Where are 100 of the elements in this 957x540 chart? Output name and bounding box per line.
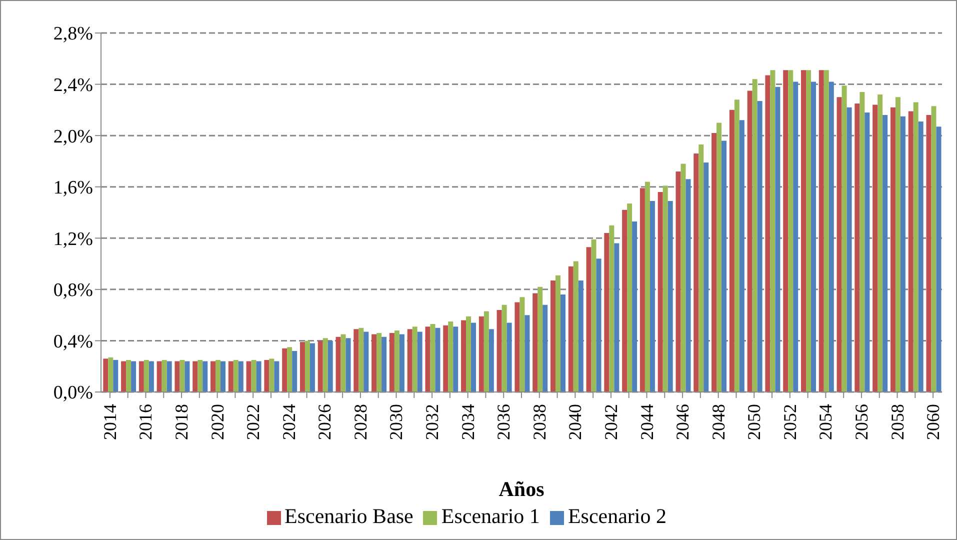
bar — [340, 334, 346, 392]
x-tick-label: 2050 — [744, 404, 764, 440]
bar — [478, 316, 484, 392]
legend-label: Escenario Base — [284, 504, 414, 528]
bar — [354, 329, 359, 392]
bar — [488, 329, 494, 392]
bar — [627, 204, 632, 392]
bar — [846, 107, 852, 392]
y-tick-label: 0,4% — [53, 331, 94, 352]
x-tick-label: 2020 — [207, 404, 228, 440]
bar — [542, 304, 548, 392]
bar — [358, 328, 364, 392]
legend-label: Escenario 1 — [441, 504, 540, 528]
bar — [144, 360, 149, 392]
bar — [836, 97, 842, 392]
bar — [417, 332, 422, 392]
bar — [729, 110, 734, 392]
bar — [818, 70, 824, 392]
bar — [514, 302, 520, 392]
bar — [662, 186, 668, 392]
x-tick-label: 2034 — [458, 404, 478, 440]
bar — [842, 86, 847, 392]
bar — [668, 200, 673, 392]
bar — [882, 115, 888, 392]
bar — [520, 297, 525, 392]
bar — [162, 360, 167, 392]
bar — [632, 221, 638, 392]
bar — [811, 82, 816, 392]
bar — [180, 360, 185, 392]
bar — [264, 360, 270, 392]
y-tick-label: 2,4% — [53, 75, 94, 96]
bar — [443, 325, 448, 392]
bar — [573, 261, 578, 392]
bar — [686, 179, 691, 392]
bar — [430, 324, 436, 392]
bar — [931, 106, 936, 392]
bar — [453, 326, 458, 392]
bar — [108, 357, 114, 392]
bar — [210, 361, 216, 392]
bar — [908, 111, 914, 392]
bar — [304, 340, 310, 392]
bar — [202, 361, 208, 392]
bar — [269, 358, 274, 392]
bar — [752, 79, 758, 392]
bar — [591, 239, 596, 392]
bar — [233, 360, 238, 392]
bar — [126, 360, 132, 392]
bar — [496, 310, 502, 392]
bar — [292, 350, 298, 392]
bar — [704, 162, 709, 392]
bar — [328, 340, 333, 392]
x-tick-label: 2054 — [816, 404, 836, 440]
bar — [596, 258, 602, 392]
bar — [926, 115, 932, 392]
bar — [524, 315, 530, 392]
x-tick-label: 2030 — [386, 404, 406, 440]
bar — [793, 82, 798, 392]
bar — [336, 336, 341, 392]
bar — [382, 336, 387, 392]
bar — [310, 343, 315, 392]
bar — [532, 293, 538, 392]
x-axis-title: Años — [498, 477, 544, 501]
x-tick-label: 2026 — [314, 404, 335, 440]
bar — [435, 328, 440, 392]
bar — [216, 360, 221, 392]
y-tick-label: 2,0% — [53, 126, 94, 148]
bar — [282, 348, 288, 392]
bar — [412, 326, 418, 392]
bar — [103, 358, 108, 392]
x-tick-label: 2052 — [780, 404, 800, 440]
bar — [246, 361, 252, 392]
bar — [578, 280, 584, 392]
bar — [192, 361, 198, 392]
y-tick-label: 1,6% — [53, 178, 94, 199]
bar — [466, 316, 472, 392]
bar — [399, 334, 404, 392]
bar — [864, 112, 870, 392]
bar — [318, 340, 323, 392]
bar — [698, 144, 704, 392]
bar — [716, 122, 722, 392]
bar — [506, 322, 512, 392]
bar — [538, 286, 543, 392]
bar — [783, 70, 788, 392]
bar — [471, 322, 476, 392]
bar — [274, 361, 280, 392]
x-tick-label: 2024 — [278, 404, 299, 440]
bar — [121, 361, 126, 392]
bar — [614, 243, 620, 392]
bar — [658, 192, 663, 392]
x-tick-label: 2014 — [100, 404, 120, 440]
bar — [198, 360, 203, 392]
bar — [425, 326, 430, 392]
bar — [174, 361, 180, 392]
x-tick-label: 2042 — [600, 404, 621, 440]
x-tick-label: 2032 — [422, 404, 442, 440]
bar — [895, 97, 900, 392]
bar — [220, 361, 226, 392]
bar — [680, 164, 686, 392]
bar — [890, 107, 896, 392]
bar — [568, 266, 574, 392]
